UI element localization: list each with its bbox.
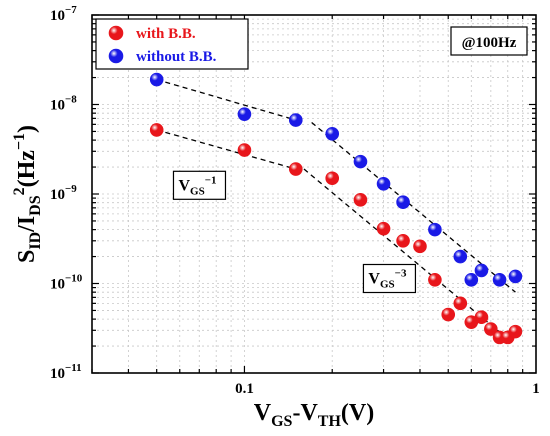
y-title-part: S	[14, 250, 40, 263]
y-tick-exponent: −11	[65, 362, 82, 374]
slope-label: VGS−3	[362, 263, 417, 294]
y-title-subscript: ID	[27, 232, 44, 250]
slope-label-text: VGS−1	[178, 174, 216, 197]
frequency-box	[450, 26, 528, 56]
y-title-part: )	[14, 125, 40, 133]
y-title-superscript: −1	[11, 133, 28, 150]
data-point	[288, 113, 303, 127]
frequency-label: @100Hz	[462, 35, 517, 51]
data-point	[237, 107, 252, 121]
data-point	[353, 154, 368, 169]
data-point	[508, 269, 523, 284]
x-axis-title: VGS-VTH(V)	[254, 400, 374, 430]
data-point	[353, 193, 368, 207]
legend-marker	[108, 48, 124, 64]
x-tick-label: 1	[532, 381, 540, 397]
x-title-part: -V	[292, 400, 318, 426]
legend-label: with B.B.	[136, 26, 196, 42]
fit-lines	[156, 78, 516, 340]
chart-text: 0.1 110−710−810−910−1010−11VGS-VTH(V)SID/…	[11, 4, 540, 430]
slope-label: VGS−1	[172, 170, 227, 200]
data-point	[376, 221, 391, 236]
data-point	[325, 171, 340, 186]
data-point	[484, 322, 498, 336]
data-point	[453, 296, 468, 311]
data-point	[325, 127, 340, 141]
data-point	[396, 195, 410, 209]
fit-line	[156, 129, 296, 170]
slope-label-subscript: GS	[380, 279, 395, 291]
slope-label-box	[172, 170, 227, 200]
slope-label-text: VGS−3	[368, 268, 407, 291]
data-point	[492, 272, 507, 287]
legend-label: without B.B.	[136, 49, 217, 65]
y-tick-exponent: −7	[65, 4, 77, 16]
data-point	[464, 272, 479, 287]
data-point	[237, 143, 252, 157]
y-tick-base: 10	[50, 277, 65, 293]
data-point	[376, 177, 391, 191]
y-tick-label: 10−11	[50, 362, 82, 382]
y-title-part: (Hz	[14, 150, 40, 188]
data-point	[413, 239, 427, 254]
data-point	[441, 307, 456, 322]
y-tick-exponent: −10	[65, 273, 83, 285]
y-tick-base: 10	[50, 8, 65, 24]
slope-label-subscript: GS	[190, 185, 205, 197]
data-point	[453, 249, 468, 264]
fit-line	[156, 78, 296, 121]
data-point	[428, 272, 442, 287]
y-tick-label: 10−8	[50, 94, 77, 114]
slope-label-box	[362, 263, 417, 294]
y-tick-base: 10	[50, 366, 65, 382]
x-title-subscript: TH	[318, 413, 342, 430]
x-tick-label: 0.1	[235, 381, 254, 397]
axes	[91, 14, 537, 374]
y-tick-exponent: −9	[65, 183, 77, 195]
y-tick-exponent: −8	[65, 94, 77, 106]
data-point	[474, 263, 489, 278]
y-title-subscript: DS	[27, 195, 44, 216]
x-title-part: (V)	[341, 400, 374, 426]
slope-label-main: V	[178, 177, 190, 194]
data-point	[396, 233, 410, 248]
y-tick-base: 10	[50, 187, 65, 203]
data-point	[149, 123, 164, 137]
y-tick-label: 10−10	[50, 273, 83, 293]
legend-marker	[108, 25, 124, 41]
data-point	[428, 222, 442, 237]
x-title-subscript: GS	[271, 413, 292, 430]
frequency-annotation: @100Hz	[450, 26, 528, 56]
slope-label-superscript: −3	[395, 268, 407, 280]
data-point	[474, 310, 489, 325]
slope-label-superscript: −1	[205, 174, 217, 186]
y-tick-label: 10−9	[50, 183, 77, 203]
slope-label-main: V	[368, 271, 380, 288]
x-title-part: V	[254, 400, 272, 426]
y-title-superscript: 2	[11, 187, 28, 195]
data-point	[288, 162, 303, 176]
data-points	[149, 72, 523, 345]
data-point	[149, 72, 164, 87]
data-point	[508, 324, 523, 339]
y-tick-base: 10	[50, 98, 65, 114]
y-tick-label: 10−7	[50, 4, 77, 24]
legend: with B.B. without B.B.	[95, 18, 249, 70]
y-axis-title: SID/IDS2(Hz−1)	[11, 125, 44, 263]
y-title-part: /I	[14, 216, 40, 233]
